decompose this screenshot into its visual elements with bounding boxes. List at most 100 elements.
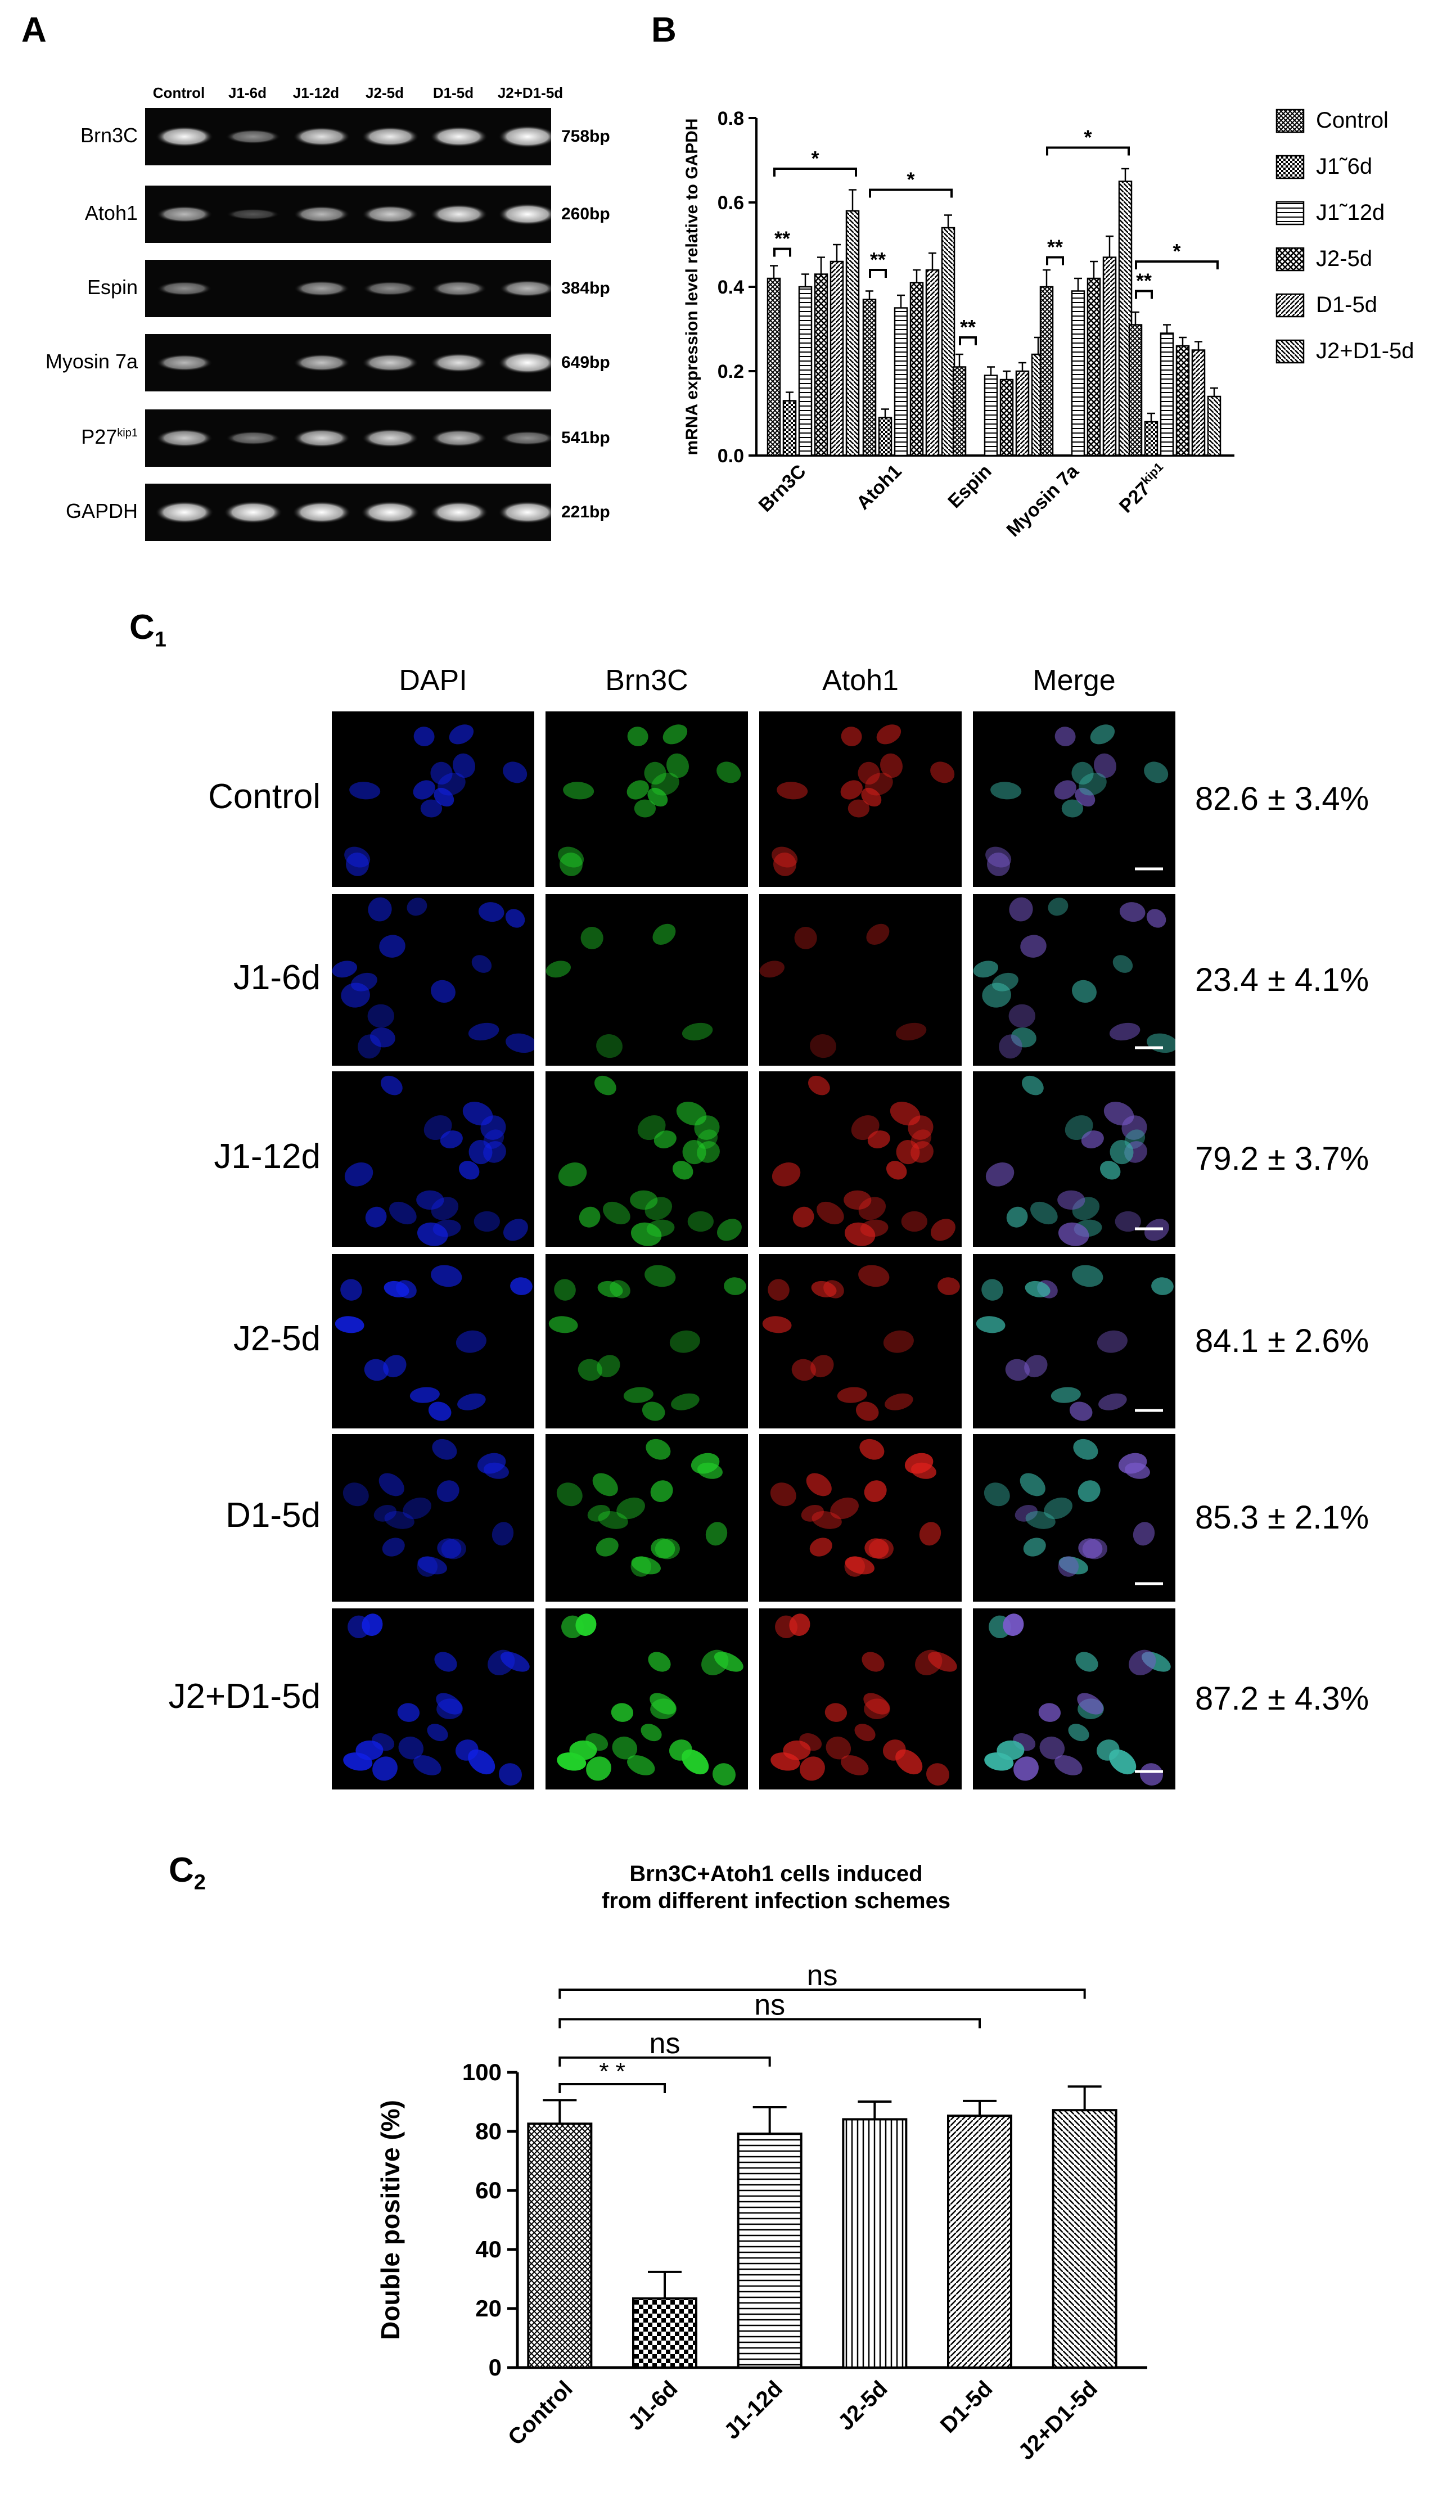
gene-name: Brn3C	[80, 124, 138, 147]
nucleus	[434, 787, 454, 807]
gel-lane-label: J2-5d	[366, 84, 404, 101]
nucleus	[587, 1504, 610, 1522]
bar	[909, 282, 924, 457]
nucleus	[335, 1316, 364, 1333]
category-label: Atoh1	[853, 461, 906, 514]
legend-label: Control	[1316, 108, 1389, 133]
gel-band	[293, 205, 350, 223]
nucleus	[1139, 1763, 1164, 1786]
nucleus	[937, 1277, 960, 1295]
gel-band	[430, 429, 488, 447]
nucleus	[630, 1556, 652, 1577]
nucleus	[671, 1393, 700, 1410]
nucleus	[789, 1613, 810, 1636]
significance-label: * *	[599, 2058, 625, 2085]
micrograph-image	[335, 1265, 533, 1421]
gel-band	[155, 501, 214, 524]
micrograph-image	[556, 1439, 728, 1577]
gel-lane-label: Control	[152, 84, 205, 101]
micrograph-image	[342, 1439, 514, 1577]
significance-bracket	[558, 2056, 771, 2067]
nucleus	[436, 1693, 462, 1715]
nucleus	[344, 1162, 373, 1187]
gel-band	[156, 205, 213, 223]
micrograph-panel	[973, 894, 1175, 1066]
gel-band	[362, 205, 419, 224]
gel-lane-label: J2+D1-5d	[497, 84, 564, 101]
y-tick-label: 0	[489, 2354, 502, 2381]
micrograph-image	[772, 724, 955, 876]
nucleus	[484, 1462, 509, 1479]
nucleus	[830, 1497, 859, 1520]
nucleus	[858, 1265, 890, 1287]
gel-band	[292, 501, 351, 524]
nucleus	[1015, 1504, 1038, 1522]
nucleus	[430, 980, 456, 1003]
nucleus	[505, 909, 525, 928]
nucleus	[973, 961, 998, 978]
gel-band	[498, 203, 557, 226]
nucleus	[623, 1387, 653, 1403]
gel-lane-label: D1-5d	[432, 84, 474, 101]
bar	[1071, 290, 1085, 457]
nucleus	[868, 1538, 894, 1559]
bar	[925, 269, 940, 457]
nucleus	[1119, 902, 1146, 922]
nucleus	[457, 1393, 486, 1410]
bar	[941, 227, 955, 457]
condition-label: J1-12d	[214, 1137, 321, 1176]
gene-name: P27	[81, 425, 118, 448]
panel-c1-subscript: 1	[154, 628, 166, 652]
gel-band	[362, 353, 419, 372]
nucleus	[437, 1538, 462, 1559]
significance-label: ns	[650, 2027, 680, 2060]
nucleus	[369, 1027, 395, 1048]
gel-band	[155, 126, 214, 147]
micrograph-panel	[546, 1071, 748, 1247]
nucleus	[449, 724, 474, 745]
nucleus	[662, 724, 688, 745]
nucleus	[1099, 1161, 1121, 1180]
nucleus	[492, 1522, 514, 1546]
nucleus	[365, 1206, 387, 1228]
y-axis-label: mRNA expression level relative to GAPDH	[683, 118, 701, 455]
nucleus	[358, 1034, 381, 1059]
nucleus	[592, 1473, 618, 1496]
nucleus	[1030, 1201, 1058, 1225]
nucleus	[471, 955, 492, 973]
nucleus	[1058, 1556, 1088, 1575]
nucleus	[1073, 1439, 1098, 1460]
micrograph-panel	[759, 1434, 962, 1602]
nucleus	[984, 1482, 1010, 1507]
gene-label: Atoh1	[6, 201, 138, 225]
nucleus	[1112, 955, 1133, 973]
gel-band	[362, 429, 419, 448]
micrograph-image	[984, 1439, 1163, 1585]
nucleus	[1081, 1130, 1104, 1148]
nucleus	[999, 1034, 1022, 1059]
gel-band	[293, 429, 350, 448]
nucleus	[1097, 1330, 1128, 1353]
significance-label: *	[907, 168, 914, 191]
nucleus	[865, 773, 893, 796]
nucleus	[1020, 935, 1047, 958]
legend-label: J2+D1-5d	[1316, 339, 1414, 363]
significance-bracket	[558, 1989, 1086, 1999]
nucleus	[1098, 1393, 1127, 1410]
nucleus	[858, 1197, 886, 1220]
nucleus	[644, 1265, 676, 1287]
significance-bracket	[869, 269, 887, 278]
significance-label: **	[1136, 269, 1152, 292]
nucleus	[880, 753, 903, 778]
nucleus	[650, 1693, 676, 1715]
panel-c2-letter: C2	[169, 1850, 206, 1895]
nucleus	[859, 1439, 885, 1460]
category-label: J2-5d	[833, 2376, 892, 2435]
significance-bracket	[1046, 146, 1130, 156]
nucleus	[341, 982, 370, 1008]
double-positive-percent: 85.3 ± 2.1%	[1195, 1499, 1369, 1536]
gel-band	[430, 204, 488, 224]
nucleus	[501, 1652, 530, 1672]
gel-row	[145, 108, 557, 165]
